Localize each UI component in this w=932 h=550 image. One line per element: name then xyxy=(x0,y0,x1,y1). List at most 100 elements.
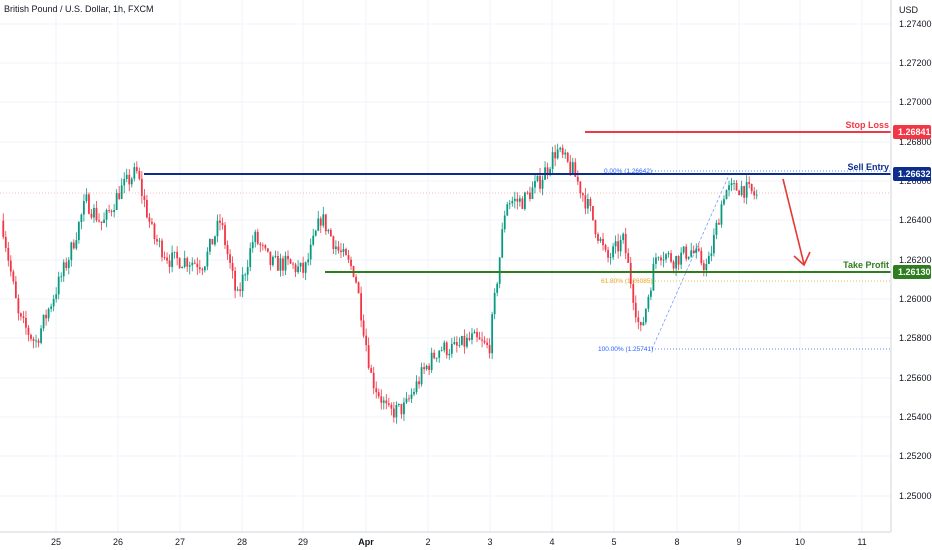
price-axis-label: 1.25400 xyxy=(899,412,932,422)
candle-body xyxy=(163,257,166,258)
price-axis-labels: 1.274001.272001.270001.268001.266001.264… xyxy=(899,19,932,501)
candle-body xyxy=(2,220,5,237)
candle-body xyxy=(627,253,630,263)
candle-body xyxy=(314,230,317,236)
candle-body xyxy=(619,239,622,252)
candle-body xyxy=(518,198,521,202)
candle-body xyxy=(642,322,645,326)
time-axis-label: 29 xyxy=(298,537,308,547)
candle-body xyxy=(370,368,373,373)
candle-body xyxy=(35,340,37,342)
candle-body xyxy=(236,289,239,291)
candle-body xyxy=(476,331,478,338)
candle-body xyxy=(702,263,705,271)
candle-body xyxy=(471,333,473,340)
candle-body xyxy=(32,339,35,341)
candle-body xyxy=(211,238,214,245)
candle-body xyxy=(234,270,236,291)
candle-body xyxy=(581,193,584,196)
time-axis-label: 11 xyxy=(857,537,866,547)
projection-arrow[interactable] xyxy=(782,178,811,267)
price-axis-label: 1.27200 xyxy=(899,58,932,68)
candle-body xyxy=(45,314,47,319)
candle-body xyxy=(644,308,647,323)
candle-body xyxy=(173,251,176,253)
candle-body xyxy=(269,251,272,266)
candle-body xyxy=(342,249,345,252)
candle-body xyxy=(743,186,746,198)
candle-body xyxy=(385,400,388,404)
candle-body xyxy=(282,258,284,271)
price-axis-label: 1.25200 xyxy=(899,451,932,461)
candle-body xyxy=(662,259,665,261)
fibonacci-retracement[interactable]: 0.00% (1.26642) 61.80% (1.26085) 100.00%… xyxy=(598,168,891,353)
candle-body xyxy=(196,263,199,268)
candle-body xyxy=(138,170,141,179)
candle-body xyxy=(594,220,597,235)
candle-body xyxy=(115,193,118,210)
candle-body xyxy=(259,243,262,246)
stop-loss-price-tag: 1.26841 xyxy=(893,125,931,139)
candle-body xyxy=(410,394,413,399)
candle-body xyxy=(498,257,501,284)
candle-body xyxy=(735,182,738,191)
candle-body xyxy=(599,238,602,241)
candle-body xyxy=(201,269,204,271)
candle-body xyxy=(609,257,612,259)
candle-body xyxy=(634,302,637,318)
time-axis-label: 3 xyxy=(487,537,492,547)
candle-body xyxy=(748,182,751,185)
candle-body xyxy=(632,284,635,303)
fib-label-618: 61.80% (1.26085) xyxy=(601,278,653,285)
candle-body xyxy=(345,249,347,256)
candle-body xyxy=(556,149,559,159)
time-axis-label: 28 xyxy=(237,537,247,547)
candle-body xyxy=(312,235,315,245)
candle-body xyxy=(687,256,690,259)
candle-body xyxy=(665,254,667,260)
candle-body xyxy=(546,167,549,174)
candle-body xyxy=(20,313,22,317)
candle-body xyxy=(7,247,10,261)
candle-body xyxy=(289,259,292,264)
candle-body xyxy=(395,405,398,418)
candle-body xyxy=(637,317,640,323)
fib-trend-line[interactable] xyxy=(651,174,730,350)
candle-body xyxy=(569,161,572,174)
candle-body xyxy=(725,190,728,200)
candle-body xyxy=(730,183,733,186)
candle-body xyxy=(506,204,509,216)
candle-body xyxy=(294,264,297,273)
candle-body xyxy=(40,328,42,343)
candle-body xyxy=(216,220,219,237)
candle-body xyxy=(672,261,675,269)
candle-body xyxy=(438,350,441,358)
candle-body xyxy=(710,253,713,256)
candle-body xyxy=(50,306,53,309)
candle-body xyxy=(4,236,7,248)
candle-body xyxy=(198,267,201,270)
candle-body xyxy=(30,334,32,340)
candle-body xyxy=(299,262,302,267)
candle-body xyxy=(707,255,710,265)
candle-body xyxy=(713,234,715,254)
candle-body xyxy=(103,219,105,224)
time-axis-label: 10 xyxy=(795,537,805,547)
candle-body xyxy=(483,340,486,343)
candle-body xyxy=(219,220,221,223)
candle-body xyxy=(682,246,685,253)
candle-body xyxy=(186,258,189,267)
candle-body xyxy=(521,198,524,209)
candle-body xyxy=(549,168,551,174)
candle-body xyxy=(430,352,433,370)
candle-body xyxy=(559,147,562,150)
candle-body xyxy=(372,372,375,389)
candle-body xyxy=(458,344,461,346)
candle-body xyxy=(118,193,121,199)
candle-body xyxy=(589,199,592,207)
candle-body xyxy=(128,174,131,185)
candle-body xyxy=(168,260,171,267)
candle-body xyxy=(738,190,740,196)
candle-body xyxy=(284,255,287,271)
